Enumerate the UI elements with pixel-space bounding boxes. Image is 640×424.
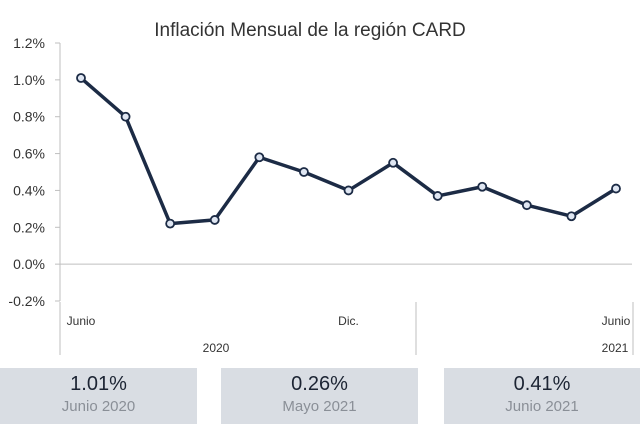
data-point bbox=[76, 73, 86, 83]
data-point bbox=[388, 157, 398, 168]
data-point bbox=[120, 111, 131, 122]
series-line bbox=[79, 76, 617, 226]
x-tick-label: Junio bbox=[67, 314, 96, 328]
kpi-card-junio-2020: 1.01% Junio 2020 bbox=[0, 368, 197, 424]
x-tick-label: Junio bbox=[602, 314, 631, 328]
data-point bbox=[165, 218, 176, 229]
data-point bbox=[521, 200, 532, 211]
chart-title: Inflación Mensual de la región CARD bbox=[154, 20, 466, 41]
kpi-label: Junio 2021 bbox=[505, 398, 579, 415]
kpi-value: 0.41% bbox=[513, 373, 571, 395]
data-point bbox=[209, 215, 220, 225]
data-point bbox=[477, 181, 488, 192]
data-point bbox=[566, 211, 577, 222]
data-point bbox=[299, 167, 309, 177]
y-tick-label: 0.2% bbox=[13, 219, 45, 235]
y-tick-label: 1.0% bbox=[13, 72, 45, 88]
kpi-value: 1.01% bbox=[70, 373, 127, 395]
year-label: 2020 bbox=[203, 341, 230, 355]
kpi-label: Junio 2020 bbox=[61, 398, 136, 415]
kpi-value: 0.26% bbox=[291, 373, 348, 395]
y-tick-label: -0.2% bbox=[8, 293, 45, 309]
inflation-line-chart: Inflación Mensual de la región CARD -0.2… bbox=[8, 20, 634, 355]
kpi-card-mayo-2021: 0.26% Mayo 2021 bbox=[221, 368, 418, 424]
data-point bbox=[343, 185, 354, 196]
data-point bbox=[254, 152, 265, 163]
y-tick-label: 0.8% bbox=[13, 109, 45, 125]
data-point bbox=[432, 191, 443, 201]
kpi-label: Mayo 2021 bbox=[282, 398, 357, 415]
kpi-card-junio-2021: 0.41% Junio 2021 bbox=[444, 368, 640, 424]
data-point bbox=[611, 183, 621, 194]
y-tick-label: 0.6% bbox=[13, 146, 45, 162]
y-tick-label: 0.4% bbox=[13, 182, 45, 198]
year-label: 2021 bbox=[602, 341, 629, 355]
y-tick-label: 1.2% bbox=[13, 35, 45, 51]
y-tick-label: 0.0% bbox=[13, 256, 45, 272]
x-tick-label: Dic. bbox=[338, 314, 359, 328]
